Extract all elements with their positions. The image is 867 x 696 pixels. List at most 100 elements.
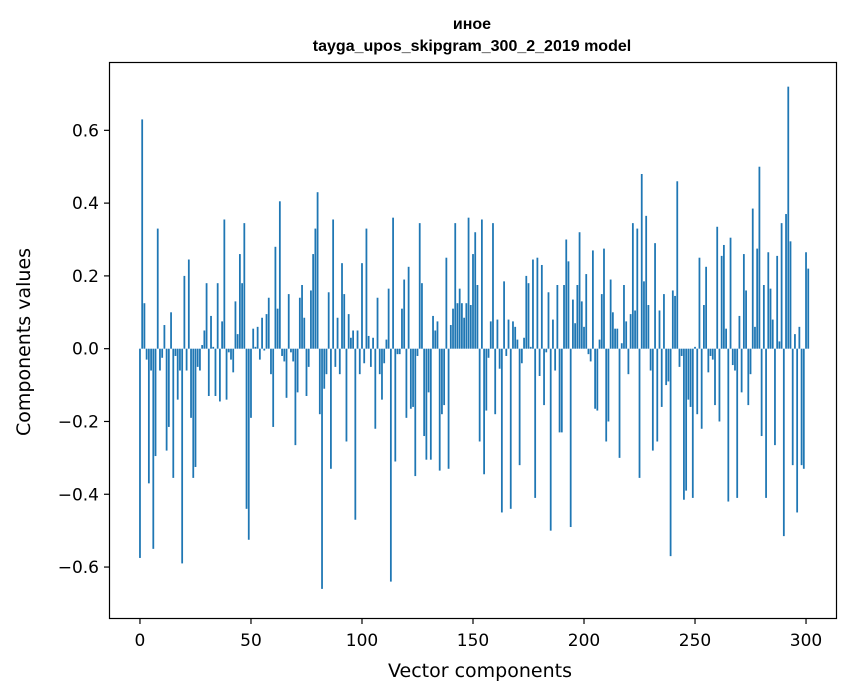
bar-266	[729, 237, 732, 349]
bar-147	[465, 303, 468, 349]
bar-281	[762, 285, 765, 349]
bar-105	[372, 337, 374, 349]
bar-248	[689, 348, 692, 407]
bar-145	[461, 303, 463, 349]
bar-131	[429, 348, 432, 460]
bar-215	[616, 328, 619, 349]
x-tick-label: 150	[457, 631, 489, 651]
bar-101	[363, 348, 366, 364]
bar-26	[196, 348, 199, 367]
bar-244	[680, 348, 683, 356]
bar-207	[598, 339, 601, 349]
bar-28	[201, 345, 204, 349]
bar-272	[742, 254, 745, 349]
bar-292	[787, 86, 790, 349]
bar-166	[507, 319, 510, 349]
bar-186	[552, 319, 554, 349]
bar-94	[347, 314, 350, 349]
bar-224	[636, 228, 639, 349]
bar-67	[287, 294, 290, 349]
bar-214	[614, 328, 616, 349]
bar-263	[722, 244, 725, 349]
bar-84	[325, 348, 328, 375]
bar-284	[769, 288, 772, 349]
bar-188	[556, 285, 559, 349]
bar-276	[751, 208, 754, 349]
bar-153	[478, 348, 481, 442]
bar-181	[540, 264, 543, 349]
bar-262	[720, 255, 723, 349]
bar-62	[276, 308, 279, 349]
bar-41	[230, 348, 232, 360]
bar-172	[520, 348, 523, 364]
bar-289	[780, 223, 783, 349]
bar-269	[736, 348, 739, 498]
bar-34	[214, 348, 217, 396]
bar-294	[791, 348, 794, 466]
bar-168	[512, 321, 514, 349]
bar-42	[232, 348, 235, 373]
bar-39	[225, 348, 228, 400]
bar-222	[631, 223, 634, 349]
bar-150	[472, 254, 474, 349]
bar-2	[143, 303, 146, 349]
bar-10	[161, 348, 164, 358]
bar-171	[518, 348, 521, 466]
bar-252	[698, 257, 701, 349]
bar-15	[172, 348, 175, 478]
bar-23	[190, 348, 192, 418]
bar-14	[170, 312, 172, 349]
bar-69	[292, 348, 295, 362]
bar-35	[216, 283, 219, 349]
bar-165	[505, 348, 508, 356]
bar-136	[441, 348, 443, 415]
bar-139	[447, 348, 450, 469]
bar-212	[609, 279, 612, 349]
bar-260	[716, 226, 719, 349]
bar-249	[691, 348, 694, 498]
bar-189	[558, 348, 561, 433]
bar-278	[756, 248, 759, 349]
bar-106	[374, 348, 377, 429]
bar-57	[265, 314, 268, 349]
bar-196	[574, 323, 577, 349]
bar-142	[454, 223, 457, 349]
bar-1	[141, 119, 144, 349]
chart-title: иное	[453, 16, 491, 33]
bar-298	[800, 348, 803, 466]
bar-201	[585, 274, 588, 349]
bar-54	[258, 348, 261, 360]
bar-190	[560, 348, 563, 433]
bar-24	[192, 348, 195, 478]
bar-50	[250, 348, 252, 418]
bar-6	[152, 348, 155, 549]
bar-239	[669, 348, 672, 557]
bar-253	[700, 348, 703, 429]
bar-238	[667, 348, 670, 382]
bar-286	[774, 348, 776, 446]
bar-200	[583, 326, 585, 349]
bar-123	[412, 348, 414, 407]
bar-102	[365, 228, 368, 349]
bar-287	[776, 255, 779, 349]
bar-52	[254, 346, 257, 349]
bar-111	[385, 339, 388, 349]
bar-268	[734, 348, 736, 371]
bar-128	[423, 348, 426, 437]
bar-9	[159, 348, 161, 371]
bar-237	[665, 348, 668, 386]
bar-27	[199, 348, 201, 371]
y-tick-label: −0.2	[58, 412, 99, 432]
bar-261	[718, 348, 721, 422]
bar-3	[145, 348, 148, 360]
bar-176	[529, 346, 532, 349]
bar-170	[516, 339, 519, 349]
bar-288	[778, 341, 781, 349]
bar-198	[578, 232, 581, 349]
bar-79	[314, 228, 317, 349]
bar-137	[443, 348, 446, 406]
bar-157	[487, 348, 490, 358]
bar-32	[210, 315, 212, 349]
bar-146	[463, 317, 466, 349]
bar-233	[656, 348, 659, 442]
